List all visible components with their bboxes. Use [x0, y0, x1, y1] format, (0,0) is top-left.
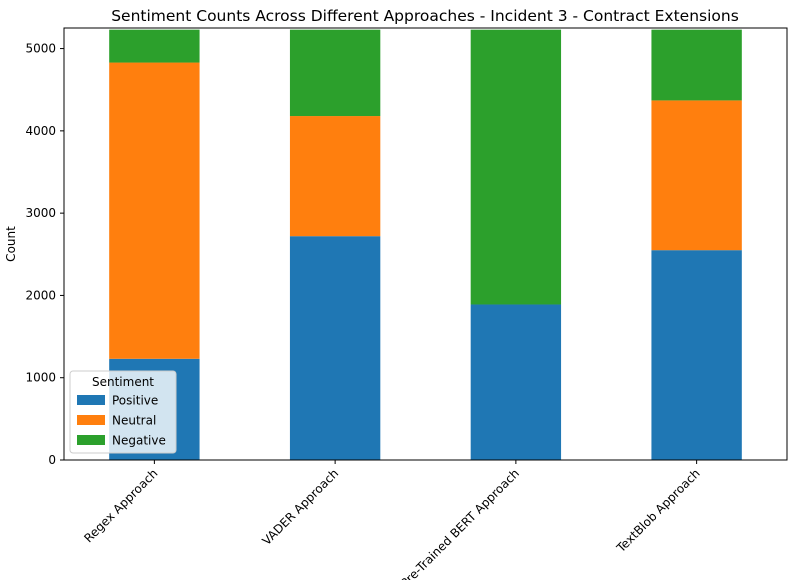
legend-label-positive: Positive	[112, 394, 158, 408]
y-tick-label: 2000	[25, 288, 56, 302]
y-tick-label: 4000	[25, 124, 56, 138]
legend-box	[69, 370, 177, 454]
y-tick-label: 0	[48, 453, 56, 467]
x-tick-label: Pre-Trained BERT Approach	[398, 466, 522, 580]
chart-title: Sentiment Counts Across Different Approa…	[111, 7, 739, 25]
x-tick-label: VADER Approach	[259, 466, 341, 548]
legend-label-neutral: Neutral	[112, 414, 156, 428]
bar-positive-2	[470, 304, 562, 460]
bar-neutral-0	[109, 62, 200, 359]
bar-positive-1	[289, 236, 381, 460]
bar-negative-2	[470, 29, 562, 305]
legend: Sentiment Positive Neutral Negative	[69, 370, 177, 454]
x-axis: Regex Approach VADER Approach Pre-Trained …	[81, 460, 703, 580]
x-tick-label: TextBlob Approach	[613, 466, 703, 556]
y-axis-label: Count	[4, 226, 18, 262]
legend-label-negative: Negative	[112, 434, 166, 448]
bar-neutral-1	[289, 116, 381, 237]
bar-negative-3	[651, 29, 742, 101]
bar-neutral-3	[651, 100, 742, 251]
legend-swatch-positive	[77, 395, 105, 405]
y-tick-label: 3000	[25, 206, 56, 220]
x-tick-label: Regex Approach	[81, 466, 160, 545]
y-tick-label: 1000	[25, 371, 56, 385]
legend-title: Sentiment	[92, 375, 154, 389]
legend-swatch-neutral	[77, 415, 105, 425]
bars-group	[109, 29, 742, 460]
bar-negative-0	[109, 29, 200, 63]
plot-frame	[63, 27, 788, 461]
legend-swatch-negative	[77, 435, 105, 445]
bar-negative-1	[289, 29, 381, 117]
bar-positive-3	[651, 250, 742, 460]
y-tick-label: 5000	[25, 42, 56, 56]
y-axis: 0 1000 2000 3000 4000 5000	[25, 42, 64, 467]
